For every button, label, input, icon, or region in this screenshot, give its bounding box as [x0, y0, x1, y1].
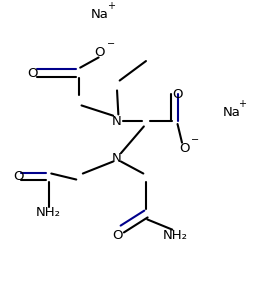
Text: N: N: [112, 152, 122, 165]
Text: O: O: [95, 45, 105, 59]
Text: −: −: [107, 39, 115, 49]
Text: N: N: [112, 115, 122, 128]
Text: −: −: [191, 135, 199, 145]
Text: NH₂: NH₂: [162, 228, 188, 241]
Text: Na: Na: [91, 8, 109, 21]
Text: O: O: [13, 170, 24, 183]
Text: Na: Na: [222, 106, 240, 119]
Text: O: O: [172, 88, 183, 101]
Text: +: +: [107, 1, 115, 11]
Text: O: O: [112, 228, 122, 241]
Text: +: +: [239, 99, 246, 109]
Text: O: O: [28, 67, 38, 79]
Text: O: O: [179, 141, 189, 154]
Text: NH₂: NH₂: [36, 206, 61, 219]
